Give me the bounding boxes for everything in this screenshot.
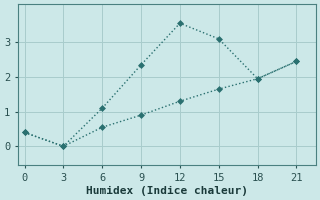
X-axis label: Humidex (Indice chaleur): Humidex (Indice chaleur): [86, 186, 248, 196]
